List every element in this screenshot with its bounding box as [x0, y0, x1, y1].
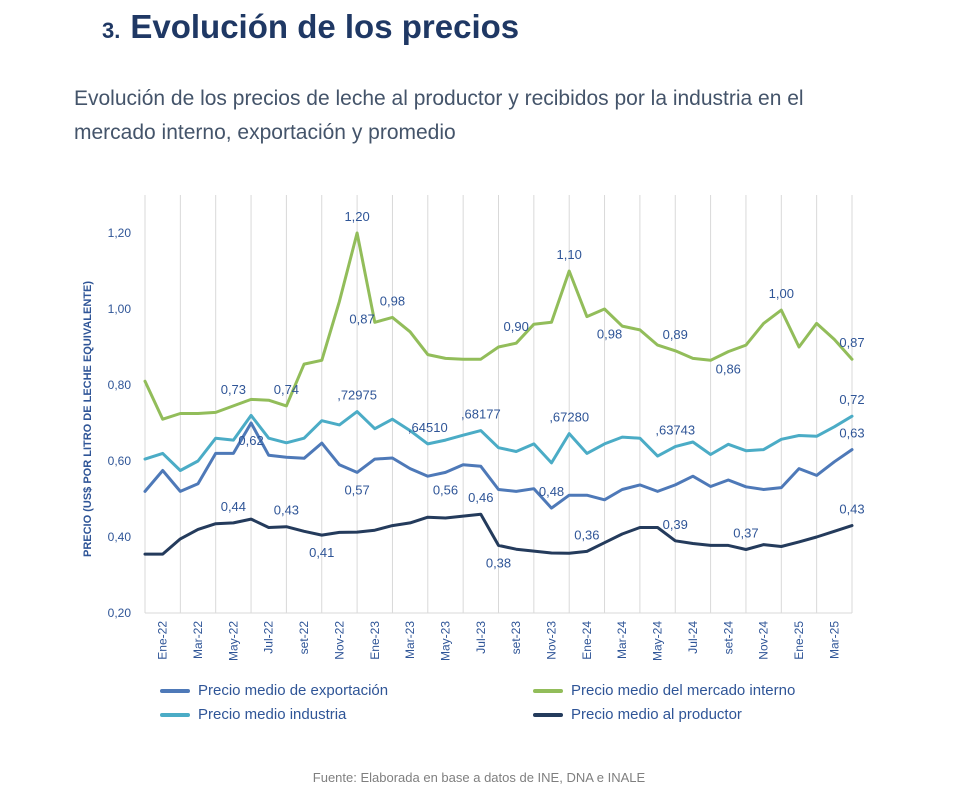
x-tick-label: Mar-22 [191, 621, 205, 659]
data-label: 0,90 [504, 319, 529, 334]
section-title: Evolución de los precios [130, 8, 520, 45]
x-tick-label: Jul-23 [474, 621, 488, 654]
x-tick-label: Jul-22 [262, 621, 276, 654]
data-label: 1,20 [344, 209, 369, 224]
x-tick-label: Nov-23 [545, 621, 559, 660]
y-tick-label: 1,20 [108, 226, 132, 240]
data-label: ,67280 [549, 410, 589, 425]
data-label: 0,89 [663, 327, 688, 342]
data-label: 1,10 [557, 247, 582, 262]
data-label: 0,37 [733, 526, 758, 541]
y-tick-label: 0,60 [108, 454, 132, 468]
x-tick-label: Mar-25 [827, 621, 841, 659]
series-line-interno [143, 231, 854, 421]
data-label: 0,57 [344, 482, 369, 497]
data-label: 0,43 [274, 503, 299, 518]
data-label: 0,87 [839, 335, 864, 350]
data-label: ,72975 [337, 388, 377, 403]
x-tick-label: set-24 [721, 621, 735, 655]
data-label: ,64510 [408, 420, 448, 435]
x-tick-label: Ene-22 [156, 621, 170, 660]
y-tick-label: 0,20 [108, 606, 132, 620]
x-tick-label: set-22 [297, 621, 311, 655]
series-line-industria [143, 410, 854, 472]
data-label: 0,39 [663, 517, 688, 532]
data-label: 1,00 [769, 286, 794, 301]
data-label: 0,98 [380, 293, 405, 308]
y-tick-label: 0,40 [108, 530, 132, 544]
data-label: 0,43 [839, 502, 864, 517]
series-line-exportacion [143, 421, 854, 510]
y-tick-label: 1,00 [108, 302, 132, 316]
data-label: ,63743 [655, 423, 695, 438]
x-tick-label: Nov-24 [757, 621, 771, 660]
data-label: 0,36 [574, 527, 599, 542]
data-label: 0,44 [221, 499, 246, 514]
data-label: 0,86 [716, 362, 741, 377]
y-tick-label: 0,80 [108, 378, 132, 392]
x-tick-label: Ene-24 [580, 621, 594, 660]
data-label: 0,74 [274, 382, 299, 397]
data-label: 0,87 [349, 311, 374, 326]
x-tick-label: Mar-23 [403, 621, 417, 659]
x-tick-label: May-24 [651, 621, 665, 661]
data-label: 0,46 [468, 490, 493, 505]
x-tick-label: Nov-22 [332, 621, 346, 660]
data-label: 0,56 [433, 482, 458, 497]
chart-subtitle: Evolución de los precios de leche al pro… [74, 87, 804, 144]
data-label: 0,38 [486, 555, 511, 570]
x-tick-label: Mar-24 [615, 621, 629, 659]
data-label: 0,98 [597, 327, 622, 342]
section-heading: 3. Evolución de los precios [102, 8, 519, 46]
x-tick-label: Ene-25 [792, 621, 806, 660]
x-tick-label: Jul-24 [686, 621, 700, 654]
data-label: 0,72 [839, 392, 864, 407]
data-label: 0,62 [238, 433, 263, 448]
series-line-productor [143, 512, 854, 556]
data-label: 0,41 [309, 545, 334, 560]
y-axis-label: PRECIO (US$ POR LITRO DE LECHE EQUIVALEN… [82, 281, 94, 557]
x-tick-label: set-23 [509, 621, 523, 655]
x-tick-label: Ene-23 [368, 621, 382, 660]
x-tick-label: May-22 [226, 621, 240, 661]
data-label: 0,73 [221, 382, 246, 397]
source-note: Fuente: Elaborada en base a datos de INE… [312, 770, 646, 785]
data-label: 0,63 [839, 426, 864, 441]
data-label: 0,48 [539, 484, 564, 499]
section-number: 3. [102, 18, 121, 43]
x-tick-label: May-23 [438, 621, 452, 661]
data-label: ,68177 [461, 407, 501, 422]
